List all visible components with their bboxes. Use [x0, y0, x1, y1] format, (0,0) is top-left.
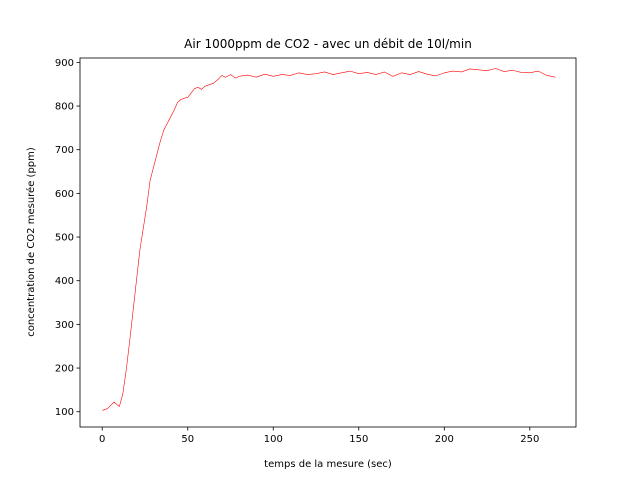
x-tick-label: 200 [435, 434, 454, 445]
y-tick-label: 600 [55, 189, 74, 200]
y-axis: 100 200 300 400 500 600 700 800 900 [55, 58, 80, 418]
y-tick-label: 900 [55, 58, 74, 69]
chart-title: Air 1000ppm de CO2 - avec un débit de 10… [184, 37, 472, 51]
x-tick-label: 150 [349, 434, 368, 445]
x-tick-label: 100 [264, 434, 283, 445]
y-tick-label: 100 [55, 407, 74, 418]
x-tick-label: 50 [181, 434, 194, 445]
y-tick-label: 300 [55, 320, 74, 331]
x-tick-label: 250 [520, 434, 539, 445]
y-tick-label: 500 [55, 233, 74, 244]
plot-area [102, 68, 556, 411]
x-axis: 0 50 100 150 200 250 [99, 427, 539, 445]
x-tick-label: 0 [99, 434, 105, 445]
co2-concentration-line [102, 68, 556, 411]
y-tick-label: 200 [55, 364, 74, 375]
y-tick-label: 400 [55, 276, 74, 287]
y-tick-label: 700 [55, 145, 74, 156]
axes-frame [79, 57, 577, 428]
y-axis-label: concentration de CO2 mesurée (ppm) [25, 147, 37, 337]
x-axis-label: temps de la mesure (sec) [264, 459, 392, 470]
y-tick-label: 800 [55, 102, 74, 113]
